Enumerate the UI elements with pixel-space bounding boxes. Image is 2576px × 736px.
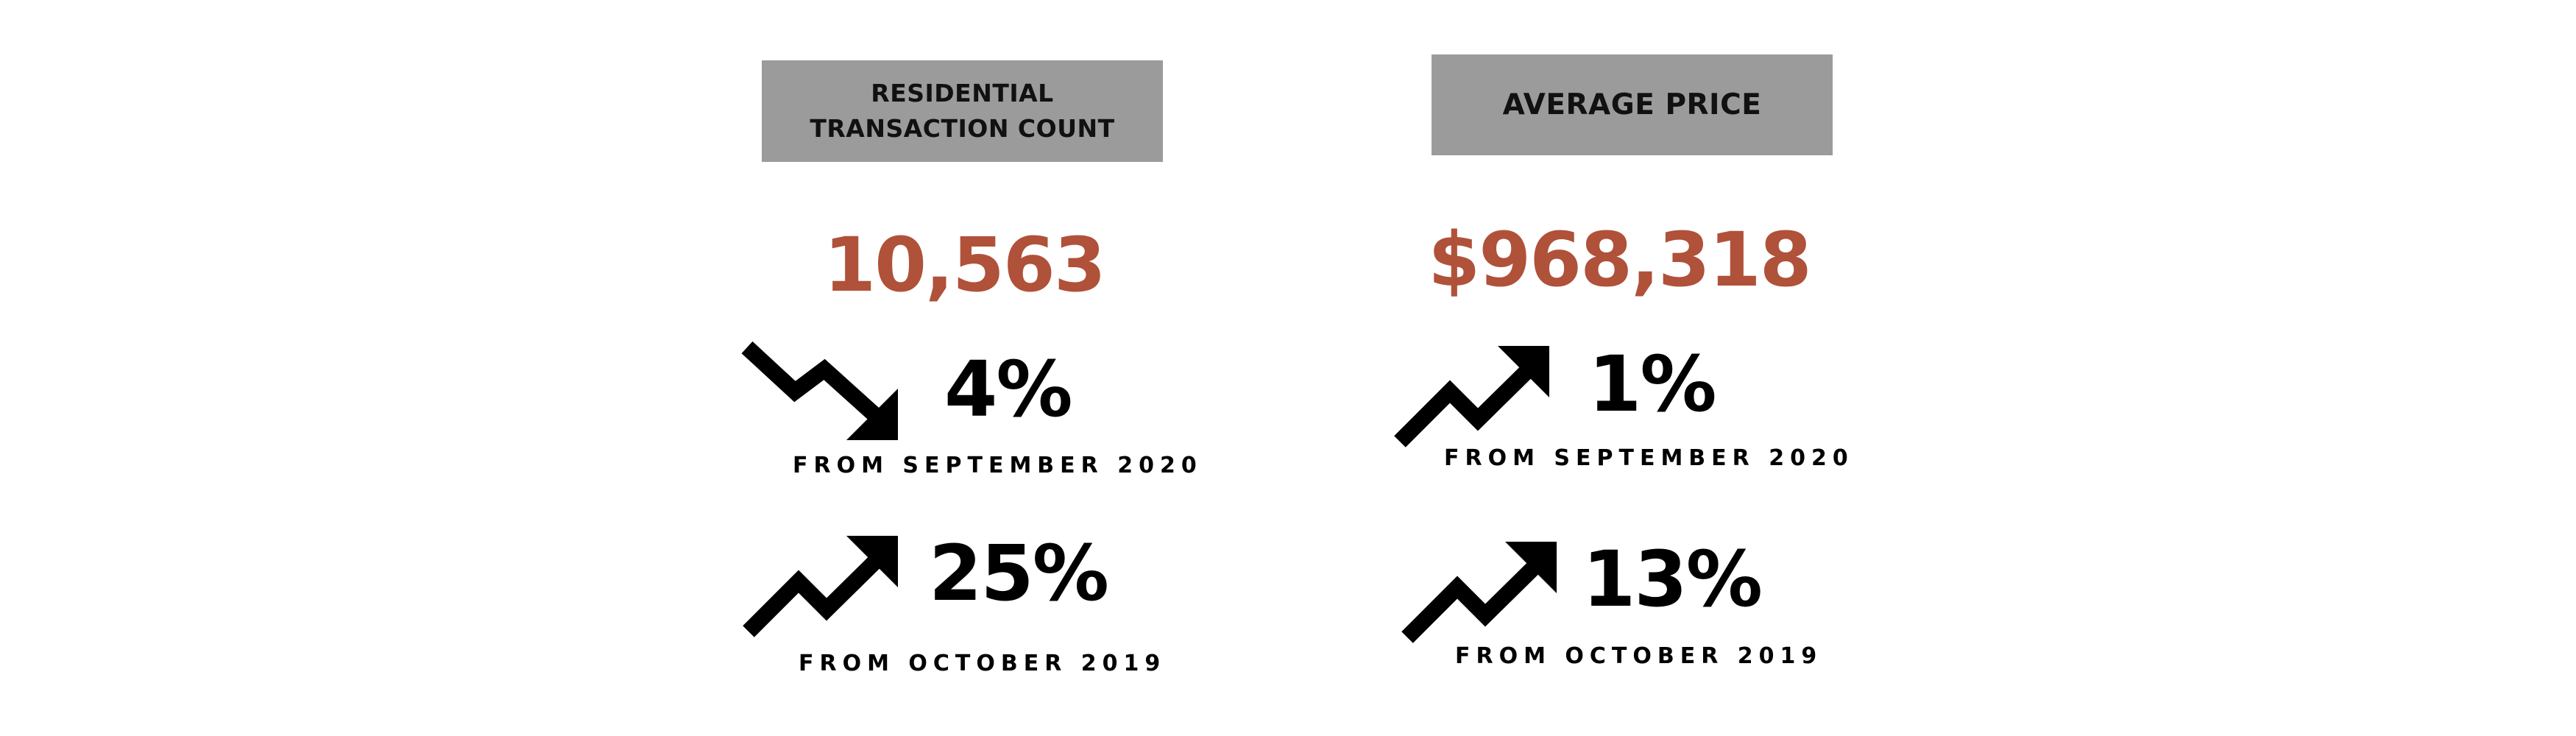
transaction-count-yoy-change: 25% (929, 528, 1109, 618)
average-price-mom-change: 1% (1588, 339, 1717, 429)
trend-up-arrow-icon (1401, 542, 1557, 643)
trend-up-arrow-icon (1394, 346, 1549, 447)
average-price-header: AVERAGE PRICE (1432, 54, 1833, 155)
trend-down-arrow-icon (741, 341, 898, 440)
transaction-count-yoy-label: FROM OCTOBER 2019 (799, 651, 1167, 676)
average-price-yoy-label: FROM OCTOBER 2019 (1455, 643, 1823, 669)
transaction-count-header: RESIDENTIAL TRANSACTION COUNT (762, 60, 1163, 162)
average-price-yoy-change: 13% (1582, 534, 1763, 624)
average-price-mom-label: FROM SEPTEMBER 2020 (1444, 445, 1854, 471)
transaction-count-mom-change: 4% (944, 344, 1073, 434)
trend-up-arrow-icon (743, 536, 898, 637)
transaction-count-mom-label: FROM SEPTEMBER 2020 (793, 453, 1203, 478)
average-price-value: $968,318 (1428, 216, 1812, 304)
transaction-count-value: 10,563 (824, 222, 1106, 309)
